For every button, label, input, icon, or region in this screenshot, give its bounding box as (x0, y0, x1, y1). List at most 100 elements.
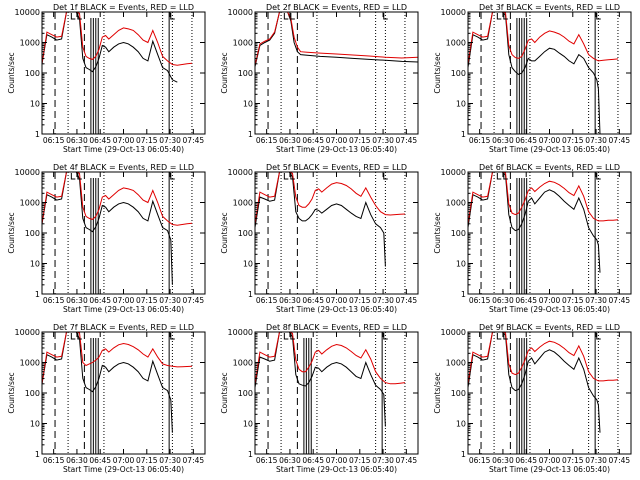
y-tick-label: 100 (238, 229, 253, 238)
x-tick-label: 07:30 (372, 136, 394, 145)
y-tick-label: 100 (25, 389, 40, 398)
segment-bracket-mark (596, 13, 601, 20)
y-tick-label: 10 (243, 260, 253, 269)
segment-bracket-mark (383, 13, 388, 20)
detector-panel: 1 10 100 1000 10000 06:15 06:30 06:45 07:00 07:15… (7, 323, 206, 474)
series-line-events (468, 12, 601, 134)
segment-bracket-mark (496, 173, 502, 180)
y-tick-label: 1 (461, 130, 466, 139)
y-axis-label: Counts/sec (220, 52, 229, 93)
y-tick-label: 1000 (446, 199, 466, 208)
x-tick-label: 06:15 (469, 296, 491, 305)
segment-bracket-mark (290, 13, 295, 20)
segment-bracket-mark (70, 13, 76, 20)
series-line-events (42, 332, 173, 433)
x-tick-label: 07:30 (159, 296, 181, 305)
y-tick-label: 1 (461, 290, 466, 299)
x-tick-label: 06:15 (43, 136, 65, 145)
x-tick-label: 07:15 (562, 456, 584, 465)
series-line-lld (42, 172, 193, 226)
y-tick-label: 10000 (15, 8, 40, 17)
detector-panel: 1 10 100 1000 10000 06:15 06:30 06:45 07:00 07:15… (220, 323, 419, 474)
x-tick-label: 06:45 (89, 296, 111, 305)
y-tick-label: 10 (456, 100, 466, 109)
detector-panel: 1 10 100 1000 10000 06:15 06:30 06:45 07:00 07:15… (433, 3, 632, 154)
segment-bracket-mark (77, 13, 82, 20)
plot-frame (254, 331, 419, 455)
y-tick-label: 10000 (228, 328, 253, 337)
panel-title: Det 4f BLACK = Events, RED = LLD (53, 163, 194, 172)
y-tick-label: 100 (25, 229, 40, 238)
y-tick-label: 1 (461, 450, 466, 459)
segment-bracket-mark (170, 173, 175, 180)
x-tick-label: 06:45 (515, 136, 537, 145)
x-tick-label: 07:15 (349, 456, 371, 465)
segment-bracket-mark (503, 333, 508, 340)
x-tick-label: 07:15 (562, 296, 584, 305)
plot-frame (254, 11, 419, 135)
y-axis-label: Counts/sec (433, 372, 442, 413)
x-tick-label: 06:45 (89, 136, 111, 145)
panel-title: Det 5f BLACK = Events, RED = LLD (266, 163, 407, 172)
x-tick-label: 07:30 (372, 456, 394, 465)
x-tick-label: 06:15 (469, 456, 491, 465)
x-tick-label: 07:30 (159, 136, 181, 145)
y-tick-label: 10000 (15, 168, 40, 177)
y-tick-label: 1 (248, 130, 253, 139)
y-tick-label: 10000 (441, 168, 466, 177)
panel-title: Det 1f BLACK = Events, RED = LLD (53, 3, 194, 12)
y-tick-label: 10 (243, 100, 253, 109)
segment-bracket-mark (70, 173, 76, 180)
detector-panel: 1 10 100 1000 10000 06:15 06:30 06:45 07:00 07:15… (433, 163, 632, 314)
x-tick-label: 06:15 (469, 136, 491, 145)
y-tick-label: 10 (456, 420, 466, 429)
detector-panel: 1 10 100 1000 10000 06:15 06:30 06:45 07:00 07:15… (7, 3, 206, 154)
segment-bracket-mark (290, 333, 295, 340)
panel-title: Det 2f BLACK = Events, RED = LLD (266, 3, 407, 12)
y-tick-label: 100 (238, 389, 253, 398)
detector-panel: 1 10 100 1000 10000 06:15 06:30 06:45 07:00 07:15… (220, 3, 419, 154)
x-tick-label: 07:30 (159, 456, 181, 465)
x-axis-label: Start Time (29-Oct-13 06:05:40) (489, 465, 610, 474)
y-tick-label: 100 (25, 69, 40, 78)
y-tick-label: 1 (248, 290, 253, 299)
y-axis-label: Counts/sec (433, 212, 442, 253)
x-tick-label: 07:45 (609, 136, 631, 145)
series-line-lld (468, 332, 619, 384)
series-line-events (42, 172, 173, 285)
y-axis-label: Counts/sec (220, 372, 229, 413)
x-tick-label: 07:30 (585, 456, 607, 465)
series-line-events (255, 172, 386, 267)
panel-title: Det 8f BLACK = Events, RED = LLD (266, 323, 407, 332)
series-line-lld (42, 12, 193, 66)
y-tick-label: 100 (238, 69, 253, 78)
plot-frame (41, 11, 206, 135)
segment-bracket-mark (290, 173, 295, 180)
x-tick-label: 06:30 (66, 136, 88, 145)
series-line-events (468, 332, 601, 433)
x-tick-label: 07:30 (585, 136, 607, 145)
x-tick-label: 06:45 (515, 296, 537, 305)
segment-bracket-mark (503, 13, 508, 20)
x-tick-label: 06:30 (66, 456, 88, 465)
y-tick-label: 1000 (20, 199, 40, 208)
detector-panel: 1 10 100 1000 10000 06:15 06:30 06:45 07:00 07:15… (220, 163, 419, 314)
x-tick-label: 07:15 (136, 136, 158, 145)
segment-bracket-mark (383, 333, 388, 340)
segment-bracket-mark (596, 173, 601, 180)
x-axis-label: Start Time (29-Oct-13 06:05:40) (489, 305, 610, 314)
y-tick-label: 1 (35, 130, 40, 139)
x-tick-label: 07:45 (396, 456, 418, 465)
x-axis-label: Start Time (29-Oct-13 06:05:40) (276, 465, 397, 474)
x-tick-label: 06:30 (66, 296, 88, 305)
segment-bracket-mark (170, 333, 175, 340)
detector-panel: 1 10 100 1000 10000 06:15 06:30 06:45 07:00 07:15… (433, 323, 632, 474)
x-tick-label: 07:45 (183, 456, 205, 465)
x-axis-label: Start Time (29-Oct-13 06:05:40) (63, 145, 184, 154)
x-tick-label: 07:45 (609, 456, 631, 465)
y-tick-label: 10 (30, 260, 40, 269)
y-tick-label: 1000 (233, 359, 253, 368)
segment-bracket-mark (496, 333, 502, 340)
x-tick-label: 06:30 (279, 296, 301, 305)
